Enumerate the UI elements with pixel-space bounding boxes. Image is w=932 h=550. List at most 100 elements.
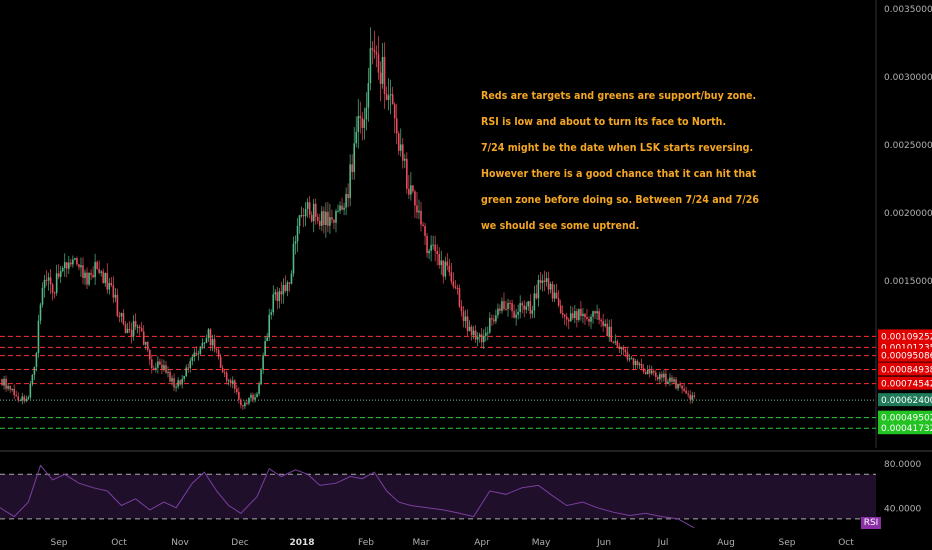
candle-up (353, 143, 356, 173)
candle-down (671, 377, 673, 382)
candle-down (657, 376, 659, 380)
candle-down (361, 118, 364, 128)
candle-down (563, 314, 566, 317)
candle-up (167, 371, 169, 373)
candle-down (45, 279, 48, 281)
candle-up (614, 341, 617, 343)
candlestick-series (1, 27, 696, 410)
candle-up (250, 394, 252, 398)
candle-up (191, 356, 194, 361)
candle-down (598, 311, 600, 320)
candle-down (122, 313, 125, 325)
candle-down (414, 191, 416, 206)
candle-down (351, 164, 353, 173)
candle-down (57, 273, 60, 277)
candle-down (448, 265, 451, 273)
candle-up (468, 326, 471, 331)
rsi-band (0, 474, 876, 519)
candle-down (572, 313, 574, 319)
candle-up (418, 210, 420, 213)
candle-up (211, 339, 214, 346)
candle-up (389, 94, 392, 96)
candle-up (482, 336, 485, 343)
candle-down (681, 385, 683, 389)
current-price-label: 0.00062400 (881, 396, 932, 406)
candle-down (535, 293, 538, 299)
candle-up (646, 369, 649, 375)
candle-up (256, 393, 258, 398)
candle-up (604, 323, 606, 327)
candle-up (430, 245, 432, 251)
candle-down (679, 383, 681, 386)
candle-down (98, 269, 100, 273)
candle-up (444, 261, 447, 277)
candle-down (195, 352, 198, 355)
candle-down (229, 380, 232, 384)
target-price-tag (878, 362, 932, 376)
candle-down (412, 185, 414, 192)
candle-down (588, 319, 590, 322)
candle-up (126, 328, 129, 334)
candle-down (543, 280, 546, 282)
candle-down (240, 399, 242, 406)
candle-down (318, 220, 321, 226)
candle-down (393, 104, 396, 119)
candle-down (458, 288, 461, 307)
candle-down (424, 226, 426, 236)
time-tick-label: Jun (596, 538, 611, 548)
candle-down (408, 188, 410, 195)
rsi-panel[interactable]: 80.0000 40.0000 (0, 460, 921, 529)
candle-up (41, 287, 44, 305)
candle-up (286, 282, 289, 292)
candle-up (553, 292, 556, 299)
support-price-tag (878, 421, 932, 435)
candle-down (78, 264, 80, 268)
candle-down (523, 305, 526, 310)
candle-down (124, 324, 127, 334)
candle-down (584, 313, 586, 318)
candle-down (246, 402, 248, 404)
candle-down (187, 367, 190, 369)
rsi-label-badge[interactable]: RSI (861, 517, 881, 529)
candle-down (219, 356, 222, 369)
candle-down (217, 350, 220, 357)
candle-down (452, 281, 455, 287)
candle-down (436, 251, 438, 255)
candle-up (266, 337, 268, 342)
candle-up (440, 260, 443, 266)
candle-up (355, 131, 358, 144)
candle-up (274, 292, 277, 295)
candle-down (654, 372, 657, 377)
candle-up (199, 346, 202, 354)
candle-up (43, 279, 46, 288)
candle-down (521, 303, 524, 306)
candle-down (86, 272, 88, 285)
candle-down (422, 224, 424, 227)
target-price-label: 0.00101235 (881, 343, 932, 353)
candle-down (586, 317, 588, 320)
candle-down (383, 56, 386, 94)
candle-down (551, 283, 554, 299)
candle-up (608, 326, 611, 337)
candle-down (513, 311, 515, 318)
candle-down (96, 262, 98, 270)
candle-down (454, 286, 457, 288)
chart-dividers (0, 0, 932, 452)
candle-up (329, 217, 331, 226)
candle-up (339, 205, 341, 211)
candle-up (592, 311, 594, 317)
candle-down (474, 330, 477, 340)
candle-down (359, 116, 362, 119)
price-tick-label: 0.00150000 (884, 277, 932, 287)
candle-down (624, 349, 627, 353)
candle-down (373, 49, 376, 52)
candle-up (541, 280, 544, 283)
candle-down (450, 272, 453, 282)
candle-down (215, 348, 218, 351)
candle-down (161, 364, 163, 369)
candle-down (308, 202, 311, 215)
candle-up (574, 311, 576, 319)
